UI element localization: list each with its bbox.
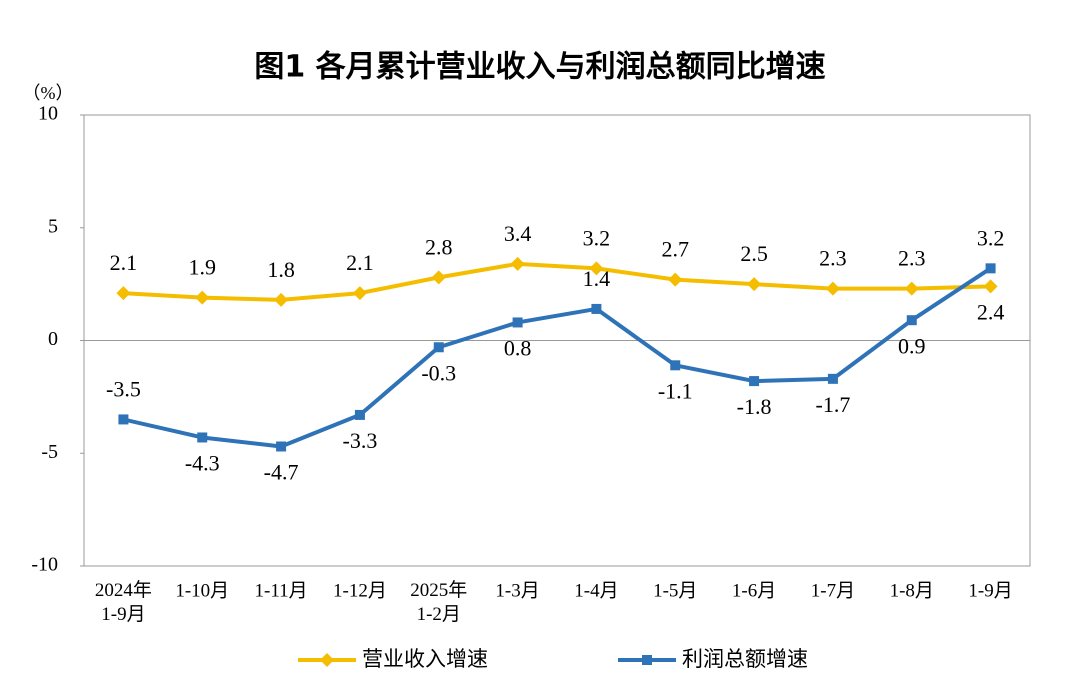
data-label: 2.1 <box>346 250 374 275</box>
marker <box>510 256 525 271</box>
data-label: -0.3 <box>421 360 456 385</box>
y-tick-label: 0 <box>48 328 58 350</box>
marker <box>983 279 998 294</box>
x-tick-label: 1-9月 <box>968 580 1012 601</box>
x-tick-label: 1-6月 <box>732 580 776 601</box>
marker <box>433 342 444 353</box>
data-label: 2.1 <box>110 250 138 275</box>
marker <box>591 303 602 314</box>
marker <box>825 281 840 296</box>
marker <box>670 360 681 371</box>
x-tick-label: 1-7月 <box>811 580 855 601</box>
marker <box>195 290 210 305</box>
series-line <box>123 261 991 302</box>
series-line <box>122 266 992 449</box>
x-tick-label: 1-10月 <box>175 580 229 601</box>
x-tick-label: 2025年 1-2月 <box>410 579 467 625</box>
marker <box>642 655 652 665</box>
marker <box>668 272 683 287</box>
x-tick-label: 1-12月 <box>333 580 387 601</box>
x-tick-label: 1-11月 <box>255 580 308 601</box>
y-tick-label: 10 <box>38 103 58 125</box>
marker <box>276 441 287 452</box>
data-label: 3.2 <box>583 225 611 250</box>
data-label: 2.4 <box>977 299 1005 324</box>
marker <box>589 261 604 276</box>
data-label: -1.1 <box>658 378 693 403</box>
data-label: -1.8 <box>737 394 772 419</box>
data-label: -1.7 <box>816 392 851 417</box>
data-label: 2.7 <box>662 237 690 262</box>
marker <box>274 292 289 307</box>
y-tick-label: -5 <box>41 441 58 463</box>
data-label: -4.3 <box>185 451 220 476</box>
marker <box>749 376 760 387</box>
marker <box>747 277 762 292</box>
x-tick-label: 1-3月 <box>495 580 539 601</box>
legend-label: 营业收入增速 <box>362 647 488 671</box>
marker <box>320 653 334 667</box>
data-label: 2.5 <box>740 241 768 266</box>
x-tick-label: 1-8月 <box>890 580 934 601</box>
x-tick-label: 2024年 1-9月 <box>95 579 152 625</box>
data-label: -3.3 <box>343 428 378 453</box>
marker <box>512 317 523 328</box>
x-tick-label: 1-5月 <box>653 580 697 601</box>
data-label: 0.9 <box>898 333 926 358</box>
data-label: -4.7 <box>264 460 299 485</box>
marker <box>904 281 919 296</box>
marker <box>197 432 208 443</box>
data-label: 1.8 <box>267 257 295 282</box>
data-label: 1.9 <box>189 255 217 280</box>
data-label: 2.3 <box>819 246 847 271</box>
y-tick-label: 5 <box>48 215 58 237</box>
data-label: -3.5 <box>106 376 141 401</box>
marker <box>116 286 131 301</box>
marker <box>352 286 367 301</box>
marker <box>906 315 917 326</box>
marker <box>827 373 838 384</box>
data-label: 3.2 <box>977 225 1005 250</box>
data-label: 2.3 <box>898 246 926 271</box>
data-label: 2.8 <box>425 234 453 259</box>
marker <box>431 270 446 285</box>
marker <box>118 414 129 425</box>
legend-label: 利润总额增速 <box>682 647 808 671</box>
y-unit: （%） <box>23 83 74 103</box>
data-label: 3.4 <box>504 221 532 246</box>
marker <box>985 263 996 274</box>
x-tick-label: 1-4月 <box>574 580 618 601</box>
data-label: 1.4 <box>583 266 611 291</box>
chart-title: 图1 各月累计营业收入与利润总额同比增速 <box>254 50 825 85</box>
marker <box>354 409 365 420</box>
y-tick-label: -10 <box>31 554 58 576</box>
data-label: 0.8 <box>504 336 532 361</box>
